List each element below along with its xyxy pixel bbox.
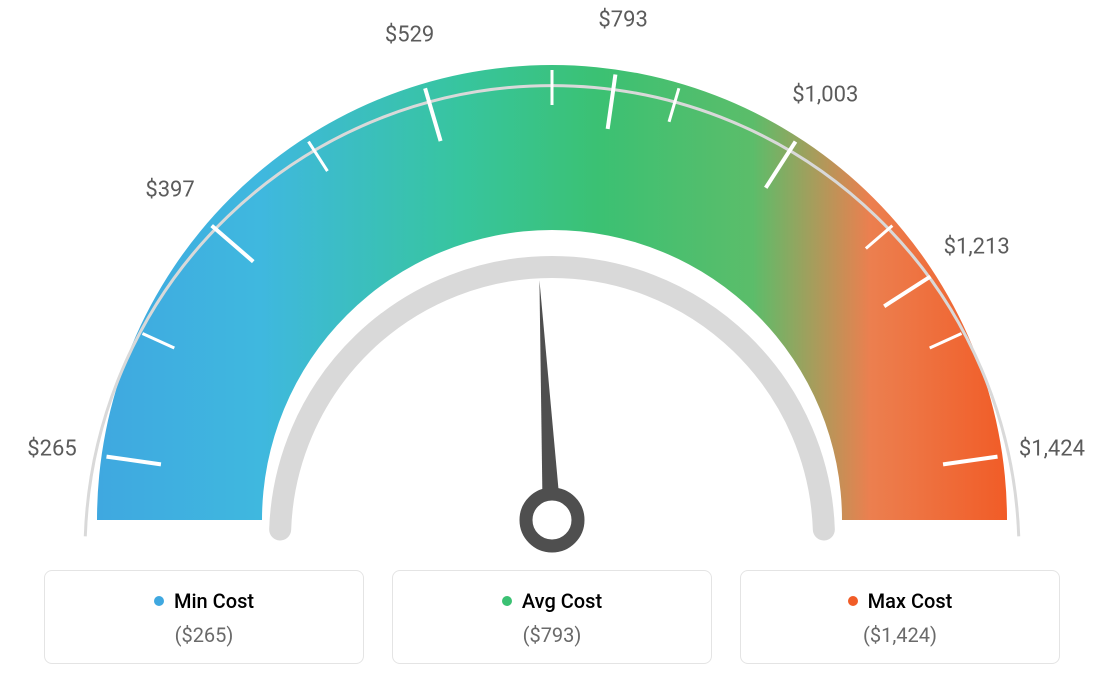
gauge-svg — [0, 0, 1104, 560]
gauge-tick-label: $265 — [27, 436, 76, 461]
gauge-tick-label: $529 — [385, 23, 434, 48]
legend-card-max: Max Cost ($1,424) — [740, 570, 1060, 664]
legend-label-max: Max Cost — [868, 589, 953, 613]
legend-row: Min Cost ($265) Avg Cost ($793) Max Cost… — [0, 570, 1104, 664]
legend-dot-avg — [502, 596, 512, 606]
legend-title-max: Max Cost — [848, 589, 953, 613]
legend-card-avg: Avg Cost ($793) — [392, 570, 712, 664]
legend-label-avg: Avg Cost — [522, 589, 602, 613]
gauge-tick-label: $1,424 — [1019, 436, 1085, 461]
gauge-tick-label: $1,213 — [944, 234, 1010, 259]
legend-card-min: Min Cost ($265) — [44, 570, 364, 664]
legend-dot-min — [154, 596, 164, 606]
legend-title-avg: Avg Cost — [502, 589, 602, 613]
legend-title-min: Min Cost — [154, 589, 254, 613]
gauge-tick-label: $397 — [145, 177, 194, 202]
legend-value-min: ($265) — [55, 623, 353, 647]
gauge-tick-label: $793 — [598, 8, 647, 33]
gauge-chart: $265 $397 $529 $793 $1,003 $1,213 $1,424 — [0, 0, 1104, 560]
legend-label-min: Min Cost — [174, 589, 254, 613]
legend-value-max: ($1,424) — [751, 623, 1049, 647]
gauge-tick-label: $1,003 — [792, 83, 858, 108]
legend-dot-max — [848, 596, 858, 606]
legend-value-avg: ($793) — [403, 623, 701, 647]
